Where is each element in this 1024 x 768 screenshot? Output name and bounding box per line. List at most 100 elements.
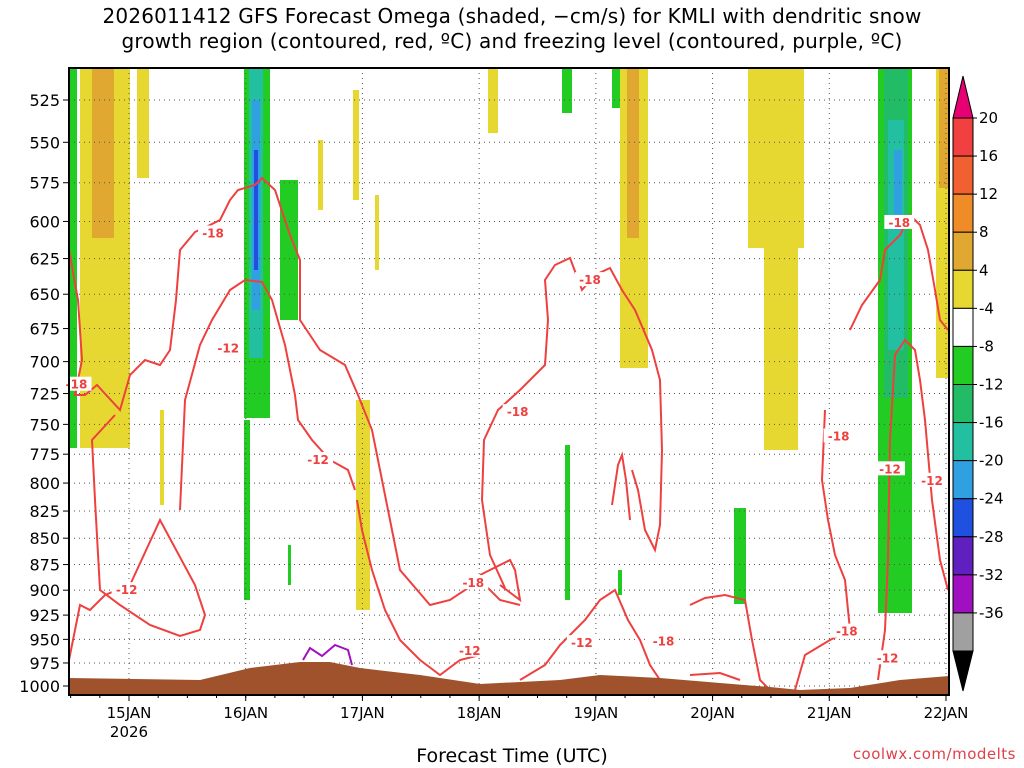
terrain [69,662,949,695]
omega-shade-sinking-q [894,150,902,230]
contour-label: -12 [921,474,943,488]
dgz-contour-f [479,558,522,603]
contour-label-bg [648,633,679,648]
colorbar-label: -16 [979,414,1004,432]
omega-shade-rising-e [318,140,323,210]
contour-label-bg [303,452,334,467]
contour-label: -12 [116,583,138,597]
y-tick-label-525: 525 [29,91,60,110]
contour-label: -18 [202,226,224,240]
contour-label-bg [884,214,915,229]
colorbar-label: -20 [979,452,1004,470]
colorbar-label: -36 [979,604,1004,622]
colorbar-label: -24 [979,490,1004,508]
contour-label: -18 [828,429,850,443]
omega-shade-sinking-j [565,445,570,600]
colorbar-segment [952,193,974,233]
contour-label: -18 [836,625,858,639]
dgz-contour-m [877,338,949,681]
omega-shade-sinking-l [618,570,622,595]
colorbar-top-triangle [952,75,974,119]
y-tick-label-975: 975 [29,654,60,673]
credit-link[interactable]: coolwx.com/modelts [852,745,1016,763]
contour-label: -18 [66,378,88,392]
y-tick-label-875: 875 [29,556,60,575]
contour-label: -12 [307,453,329,467]
colorbar-segment [952,536,974,576]
colorbar-segment [952,460,974,500]
contour-label-bg [198,225,229,240]
contour-label: -18 [462,576,484,590]
plot-border [68,67,950,696]
colorbar-label: 8 [979,223,989,241]
contour-label: -18 [507,405,529,419]
colorbar-segment [952,231,974,271]
y-tick-label-575: 575 [29,174,60,193]
y-tick-label-675: 675 [29,320,60,339]
contour-label-bg [566,635,597,650]
colorbar-segment [952,155,974,195]
dgz-contour-b [68,414,207,661]
omega-shade-rising-o [939,68,949,188]
y-tick-label-775: 775 [29,445,60,464]
y-tick-label-800: 800 [29,474,60,493]
x-year-label: 2026 [110,723,148,741]
chart-title-line-2: growth region (contoured, red, ºC) and f… [121,29,903,53]
y-tick-label-925: 925 [29,606,60,625]
omega-shading [69,68,949,613]
colorbar-segment [952,117,974,157]
colorbar-label: -28 [979,528,1004,546]
omega-shade-rising-i [488,68,498,133]
contour-label-bg [831,623,862,638]
y-tick-label-700: 700 [29,353,60,372]
contour-label: -12 [571,636,593,650]
contour-labels: -18 -18 -12 -12 -12 -18 -18 -18 -12 -12 -18 -18 -12 -… [61,214,947,665]
contour-label-bg [872,650,903,665]
dgz-contour-k [794,409,852,691]
omega-shade-sinking-m [734,508,746,604]
contour-label-bg [874,461,905,476]
colorbar-label: -8 [979,337,994,355]
y-tick-label-900: 900 [29,581,60,600]
x-tick-label-17JAN: 17JAN [340,704,385,722]
colorbar-label: 4 [979,261,989,279]
omega-shade-rising-b [92,68,114,238]
dgz-contour-h [611,451,631,521]
omega-shade-sinking-f [244,420,250,600]
contour-label-bg [916,472,947,487]
y-tick-label-550: 550 [29,133,60,152]
y-tick-label-1000: 1000 [19,677,60,696]
colorbar-label: 20 [979,109,998,127]
x-tick-label-20JAN: 20JAN [690,704,735,722]
contour-label-bg [458,575,489,590]
omega-shade-sinking-e [254,150,258,270]
x-tick-label-16JAN: 16JAN [223,704,268,722]
colorbar-label: 16 [979,147,998,165]
omega-shade-sinking-i [562,68,572,113]
colorbar-segment [952,422,974,462]
freezing-level-contour [302,643,353,666]
contour-label-bg [111,582,142,597]
contour-label-bg [213,340,244,355]
x-tick-label-21JAN: 21JAN [807,704,852,722]
y-tick-label-825: 825 [29,502,60,521]
x-tick-label-19JAN: 19JAN [573,704,618,722]
colorbar-label: -32 [979,566,1004,584]
colorbar-label: -4 [979,299,994,317]
omega-shade-sinking-a [69,68,77,448]
omega-shade-sinking-g [280,180,298,320]
contour-label-bg [823,428,854,443]
y-tick-label-625: 625 [29,250,60,269]
colorbar-segment [952,345,974,385]
omega-shade-rising-m [764,230,798,450]
y-tick-label-750: 750 [29,415,60,434]
chart-title-line-1: 2026011412 GFS Forecast Omega (shaded, −… [102,4,922,28]
y-tick-label-950: 950 [29,630,60,649]
colorbar-label: 12 [979,185,998,203]
dgz-contour-i [689,593,771,691]
dgz-contour-j [689,671,741,681]
contour-label: -12 [879,462,901,476]
contour-label: -12 [217,342,239,356]
colorbar-segment [952,384,974,424]
